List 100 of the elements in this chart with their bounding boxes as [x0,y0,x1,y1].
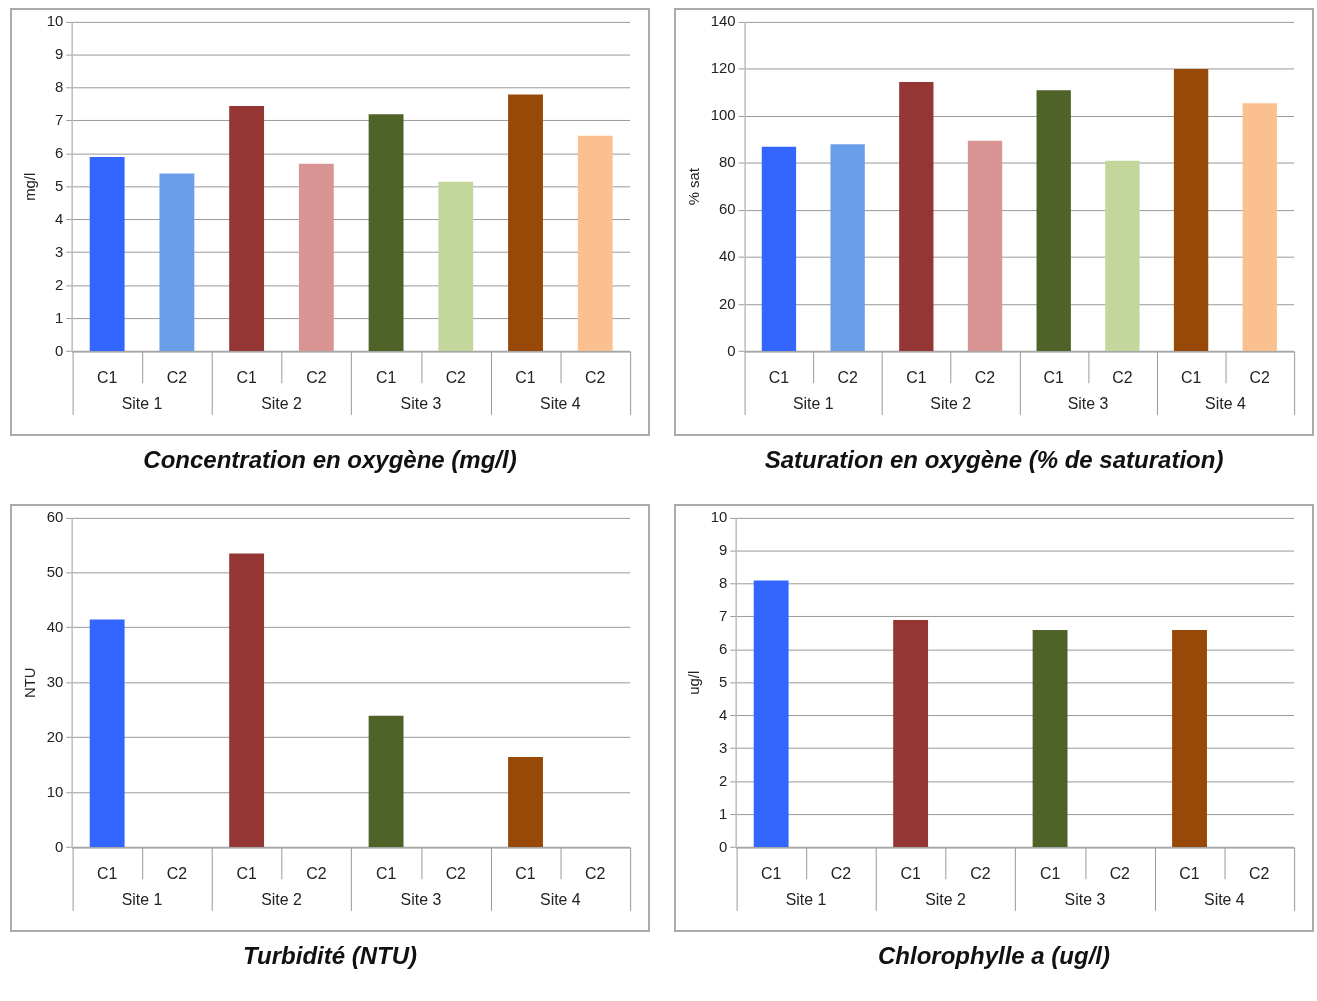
text: Site 4 [540,891,581,909]
y-tick-label: 4 [719,706,728,723]
x-tick-label: C1 [1043,369,1065,387]
x-tick-label: C2 [166,865,188,883]
text: Site 1 [121,395,163,413]
y-axis-title: ug/l [685,670,702,695]
y-tick-label: 20 [46,728,64,745]
y-tick-label: 60 [719,201,736,218]
y-tick-label: 1 [719,805,728,822]
text: Site 3 [1067,395,1109,413]
y-axis-title: mg/l [21,172,38,201]
y-tick-label: 0 [727,342,736,359]
y-tick-label: 120 [710,60,736,77]
text: Site 2 [261,395,302,413]
bar [1032,629,1068,848]
x-tick-label: C1 [375,865,397,883]
y-tick-label: 140 [710,13,736,29]
x-tick-label: C1 [1180,369,1202,387]
text: Site 2 [930,395,972,413]
y-tick-label: 10 [46,783,64,800]
x-tick-label: C2 [1249,865,1270,883]
bar [229,553,265,848]
x-tick-label: C1 [515,865,536,883]
text: Site 2 [261,891,302,909]
y-tick-label: 10 [46,13,64,29]
y-tick-label: 40 [46,618,64,635]
x-tick-label: C2 [445,865,467,883]
bar [508,94,543,352]
text: Site 3 [400,891,442,909]
y-tick-label: 2 [55,276,64,293]
x-tick-label: C1 [900,865,921,883]
text: Saturation en oxygène (% de saturation) [764,446,1224,474]
text: Turbidité (NTU) [242,942,418,970]
x-tick-label: C2 [1109,865,1131,883]
x-tick-label: C1 [236,369,257,387]
text: Chlorophylle a (ug/l) [878,942,1110,970]
bar [753,580,789,848]
bar [368,114,404,352]
y-tick-label: 20 [719,295,736,312]
y-tick-label: 10 [710,509,728,525]
y-tick-label: 9 [55,45,64,62]
text: Site 1 [792,395,834,413]
y-tick-label: 2 [719,772,728,789]
bar [159,173,195,352]
x-tick-label: C2 [1112,369,1133,387]
y-tick-label: 5 [55,177,64,194]
bar [1242,103,1277,352]
bar [899,81,934,352]
y-tick-label: 8 [719,574,728,591]
x-tick-label: C1 [97,369,118,387]
bar [438,181,474,352]
bar [761,146,797,352]
x-tick-label: C1 [236,865,257,883]
bar [1173,68,1209,352]
x-tick-label: C2 [306,369,327,387]
text: Site 3 [400,395,442,413]
bar [89,619,125,848]
y-tick-label: 4 [55,210,64,227]
x-tick-label: C1 [1179,865,1200,883]
y-axis-title: % sat [685,167,702,206]
text: Site 1 [785,891,827,909]
y-tick-label: 80 [719,154,736,171]
y-tick-label: 0 [719,838,728,855]
bar [298,163,334,352]
bar [967,140,1003,352]
text: Concentration en oxygène (mg/l) [143,446,517,474]
y-tick-label: 6 [55,144,64,161]
text: Site 4 [1205,395,1246,413]
y-tick-label: 60 [46,509,64,525]
bar [830,144,865,352]
y-tick-label: 7 [719,607,728,624]
bar [577,135,613,352]
y-tick-label: 5 [719,673,728,690]
x-tick-label: C1 [768,369,790,387]
x-tick-label: C1 [906,369,927,387]
y-tick-label: 8 [55,78,64,95]
bar [1172,629,1207,848]
y-tick-label: 0 [55,838,64,855]
bar [89,157,125,352]
x-tick-label: C1 [375,369,397,387]
x-tick-label: C2 [837,369,858,387]
text: Site 3 [1064,891,1106,909]
text: Site 1 [121,891,163,909]
x-tick-label: C2 [585,369,606,387]
bar [368,715,404,848]
bar [229,105,265,352]
y-tick-label: 9 [719,541,728,558]
y-tick-label: 6 [719,640,728,657]
bar [1036,90,1071,352]
x-tick-label: C2 [970,865,991,883]
text: Site 2 [925,891,966,909]
y-tick-label: 7 [55,111,64,128]
text: Site 4 [1204,891,1245,909]
text: Site 4 [540,395,581,413]
y-axis-title: NTU [21,667,38,698]
x-tick-label: C2 [445,369,467,387]
y-tick-label: 40 [719,248,736,265]
y-tick-label: 3 [719,739,728,756]
bar [508,756,543,848]
x-tick-label: C1 [97,865,118,883]
